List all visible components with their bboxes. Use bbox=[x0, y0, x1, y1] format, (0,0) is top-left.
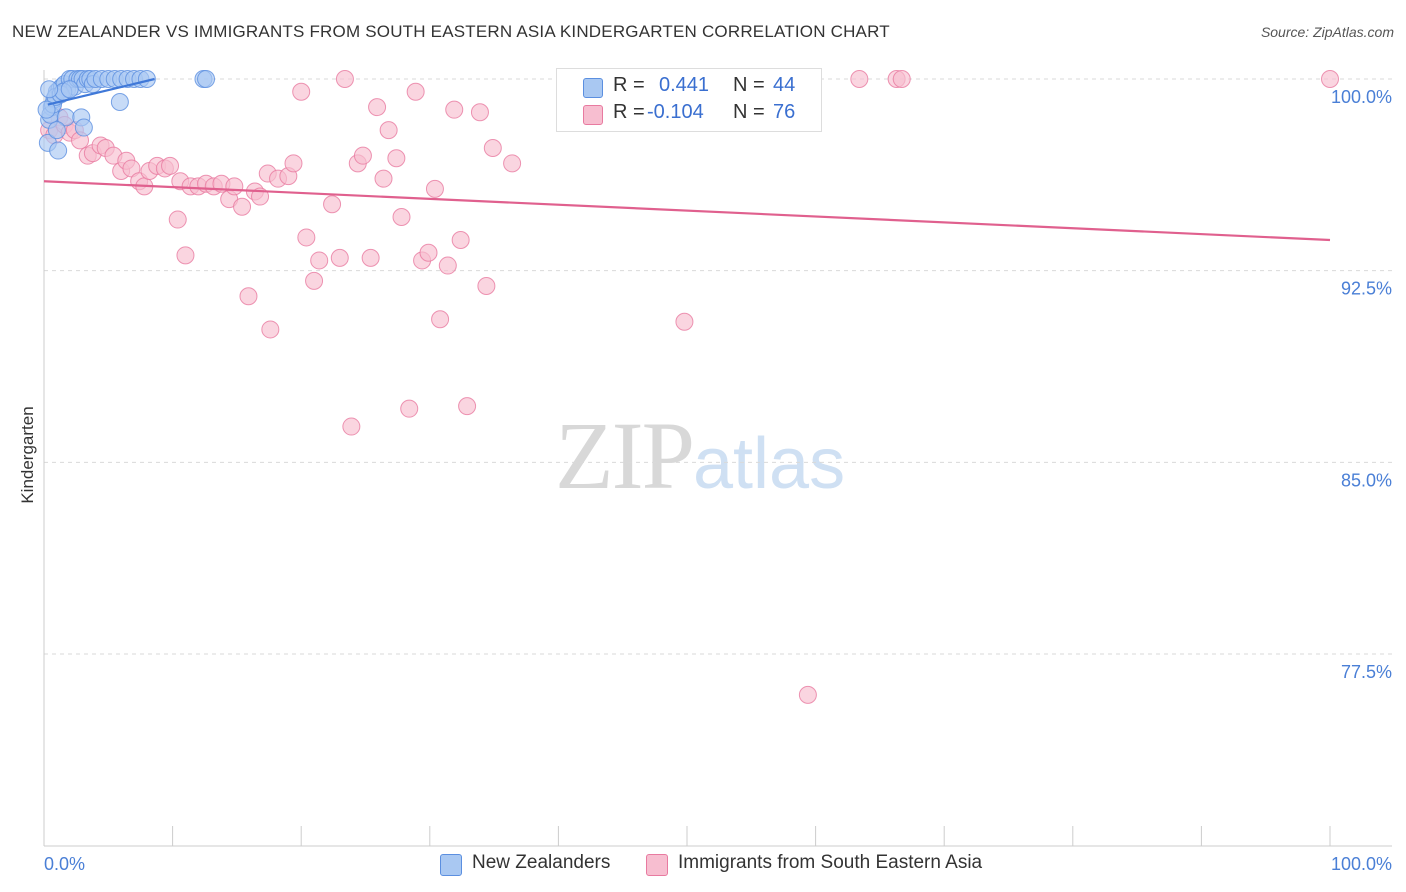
y-tick-label: 85.0% bbox=[1341, 470, 1392, 490]
point-immigrants bbox=[353, 146, 372, 165]
point-immigrants bbox=[361, 248, 380, 267]
legend-n-label: N = bbox=[733, 101, 765, 123]
legend-swatch-pink bbox=[646, 854, 668, 876]
legend-swatch-pink bbox=[583, 105, 603, 125]
point-immigrants bbox=[335, 70, 354, 88]
chart-title: NEW ZEALANDER VS IMMIGRANTS FROM SOUTH E… bbox=[12, 22, 890, 41]
series-legend: New Zealanders Immigrants from South Eas… bbox=[0, 852, 1406, 878]
point-immigrants bbox=[431, 310, 450, 329]
point-immigrants bbox=[225, 177, 244, 196]
point-immigrants bbox=[458, 397, 477, 416]
point-immigrants bbox=[503, 154, 522, 173]
point-new-zealanders bbox=[74, 118, 93, 137]
point-immigrants bbox=[330, 248, 349, 267]
point-new-zealanders bbox=[49, 141, 68, 160]
point-immigrants bbox=[233, 197, 252, 216]
legend-label: New Zealanders bbox=[472, 852, 611, 873]
x-tick-label: 0.0% bbox=[44, 854, 85, 874]
legend-r-value: -0.104 bbox=[647, 101, 704, 123]
point-immigrants bbox=[168, 210, 187, 229]
legend-label: Immigrants from South Eastern Asia bbox=[678, 852, 983, 873]
y-tick-label: 92.5% bbox=[1341, 279, 1392, 299]
point-immigrants bbox=[419, 243, 438, 262]
point-immigrants bbox=[445, 100, 464, 119]
point-immigrants bbox=[406, 82, 425, 101]
point-immigrants bbox=[675, 312, 694, 331]
point-immigrants bbox=[297, 228, 316, 247]
point-immigrants bbox=[798, 685, 817, 704]
point-immigrants bbox=[374, 169, 393, 188]
point-immigrants bbox=[176, 246, 195, 265]
point-new-zealanders bbox=[47, 121, 66, 140]
point-immigrants bbox=[477, 277, 496, 295]
point-immigrants bbox=[379, 121, 398, 140]
point-immigrants bbox=[368, 98, 387, 117]
chart-source: Source: ZipAtlas.com bbox=[1260, 24, 1394, 40]
point-immigrants bbox=[261, 320, 280, 339]
watermark-zip: ZIP bbox=[555, 402, 695, 509]
watermark-atlas: atlas bbox=[693, 424, 846, 504]
trendline-immigrants bbox=[43, 180, 1331, 242]
point-immigrants bbox=[392, 208, 411, 226]
point-immigrants bbox=[387, 149, 406, 168]
legend-r-label: R = bbox=[613, 74, 645, 96]
legend-r-value: 0.441 bbox=[659, 74, 710, 96]
point-immigrants bbox=[850, 70, 869, 88]
point-immigrants bbox=[292, 82, 311, 101]
point-immigrants bbox=[483, 139, 502, 157]
legend-n-value: 44 bbox=[773, 74, 796, 96]
y-tick-label: 100.0% bbox=[1331, 87, 1392, 107]
point-immigrants bbox=[425, 179, 444, 198]
point-immigrants bbox=[342, 417, 361, 436]
point-immigrants bbox=[305, 271, 324, 290]
point-immigrants bbox=[470, 103, 489, 122]
point-immigrants bbox=[892, 70, 911, 88]
x-tick-label: 100.0% bbox=[1331, 854, 1392, 874]
point-new-zealanders bbox=[37, 100, 56, 119]
watermark: ZIPatlas bbox=[555, 400, 845, 511]
point-immigrants bbox=[323, 195, 342, 214]
point-immigrants bbox=[438, 256, 457, 275]
point-immigrants bbox=[239, 287, 258, 306]
point-new-zealanders bbox=[110, 93, 129, 111]
point-immigrants bbox=[161, 156, 180, 175]
point-new-zealanders bbox=[40, 80, 59, 99]
legend-swatch-blue bbox=[583, 78, 603, 98]
point-new-zealanders bbox=[60, 80, 79, 99]
point-immigrants bbox=[1321, 70, 1339, 88]
point-immigrants bbox=[400, 399, 419, 418]
point-immigrants bbox=[451, 231, 470, 249]
point-new-zealanders bbox=[137, 70, 156, 88]
stats-legend: R = 0.441 N = 44 R = -0.104 N = 76 bbox=[556, 68, 822, 132]
point-immigrants bbox=[284, 154, 303, 173]
legend-swatch-blue bbox=[440, 854, 462, 876]
legend-n-value: 76 bbox=[773, 101, 796, 123]
trendline-new-zealanders bbox=[47, 77, 155, 106]
point-immigrants bbox=[310, 251, 329, 270]
legend-n-label: N = bbox=[733, 74, 765, 96]
legend-r-label: R = bbox=[613, 101, 645, 123]
y-tick-label: 77.5% bbox=[1341, 662, 1392, 682]
point-new-zealanders bbox=[197, 70, 216, 88]
